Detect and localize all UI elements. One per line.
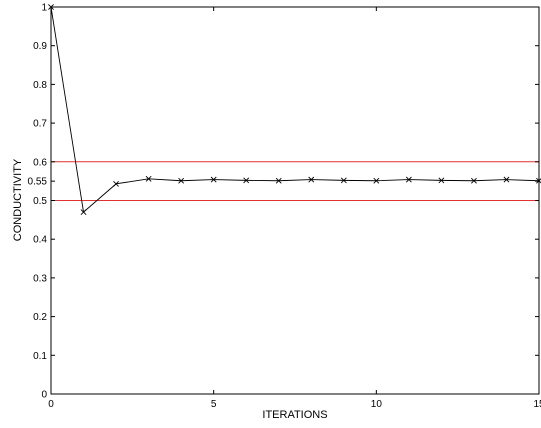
series-0-point-4 (178, 177, 185, 184)
y-tick-label-0: 0 (41, 390, 47, 401)
x-tick-label-1: 5 (211, 399, 217, 410)
y-tick-label-4: 0.4 (33, 235, 47, 246)
series-0-point-10 (373, 177, 380, 184)
y-tick-label-6: 0.55 (28, 177, 48, 188)
y-tick-label-9: 0.8 (33, 80, 47, 91)
series-0-point-7 (275, 177, 282, 184)
y-tick-label-3: 0.3 (33, 273, 47, 284)
series-0-point-0 (48, 4, 54, 10)
y-tick-label-5: 0.5 (33, 196, 47, 207)
x-axis-label: ITERATIONS (262, 409, 327, 421)
series-layer (48, 4, 541, 216)
series-0-line (50, 6, 540, 213)
series-0-point-14 (503, 176, 510, 183)
x-tick-label-0: 0 (48, 399, 54, 410)
y-tick-label-2: 0.2 (33, 312, 47, 323)
x-tick-label-3: 15 (533, 399, 541, 410)
y-axis-label: CONDUCTIVITY (12, 158, 24, 241)
reference-lines (51, 161, 539, 201)
series-0-point-2 (113, 180, 119, 187)
series-0-point-9 (340, 177, 347, 184)
series-0-point-6 (243, 177, 250, 184)
x-tick-label-2: 10 (371, 399, 383, 410)
y-tick-label-10: 0.9 (33, 41, 47, 52)
y-tick-label-8: 0.7 (33, 119, 47, 130)
series-0-point-11 (405, 176, 412, 183)
series-0-point-5 (210, 176, 217, 183)
y-tick-label-7: 0.6 (33, 157, 47, 168)
series-0-point-3 (145, 175, 152, 182)
y-tick-label-11: 1 (41, 3, 47, 14)
series-0-point-13 (471, 177, 477, 184)
series-0-point-1 (80, 209, 87, 216)
y-tick-label-1: 0.1 (33, 351, 47, 362)
axis-ticks: 00.10.20.30.40.50.550.60.70.80.91051015 (28, 3, 541, 411)
series-0-point-12 (438, 177, 445, 184)
series-0-point-8 (308, 176, 315, 183)
